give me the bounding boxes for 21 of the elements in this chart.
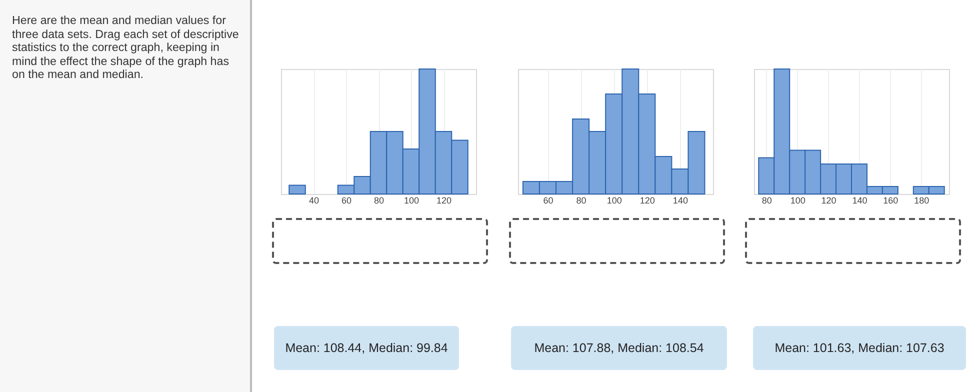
x-tick-label: 60 — [543, 196, 554, 206]
x-tick-label: 60 — [341, 196, 352, 206]
x-tick-label: 140 — [672, 196, 688, 206]
x-tick-label: 100 — [606, 196, 622, 206]
x-tick-label: 180 — [914, 196, 930, 206]
x-tick-label: 120 — [436, 196, 452, 206]
x-tick-label: 120 — [821, 196, 836, 206]
x-tick-label: 140 — [852, 196, 868, 206]
answer-button: Mean: 108.44, Median: 99.84 — [274, 326, 459, 370]
text: Here are the mean and median values for three data sets. Drag each set of descriptive statistics to the correct graph, keeping in mind the effect the shape of the graph has on the mean and median. — [11, 13, 240, 82]
x-tick-label: 160 — [883, 196, 898, 206]
x-tick-label: 100 — [404, 196, 420, 206]
x-tick-label: 80 — [374, 196, 384, 206]
answer-button: Mean: 107.88, Median: 108.54 — [511, 326, 727, 370]
x-tick-label: 80 — [762, 196, 772, 206]
x-tick-label: 100 — [790, 196, 806, 206]
bar — [288, 184, 306, 194]
answer-button: Mean: 101.63, Median: 107.63 — [753, 326, 966, 370]
x-tick-label: 80 — [576, 196, 586, 206]
x-tick-label: 40 — [308, 196, 320, 206]
x-tick-label: 120 — [640, 196, 655, 206]
